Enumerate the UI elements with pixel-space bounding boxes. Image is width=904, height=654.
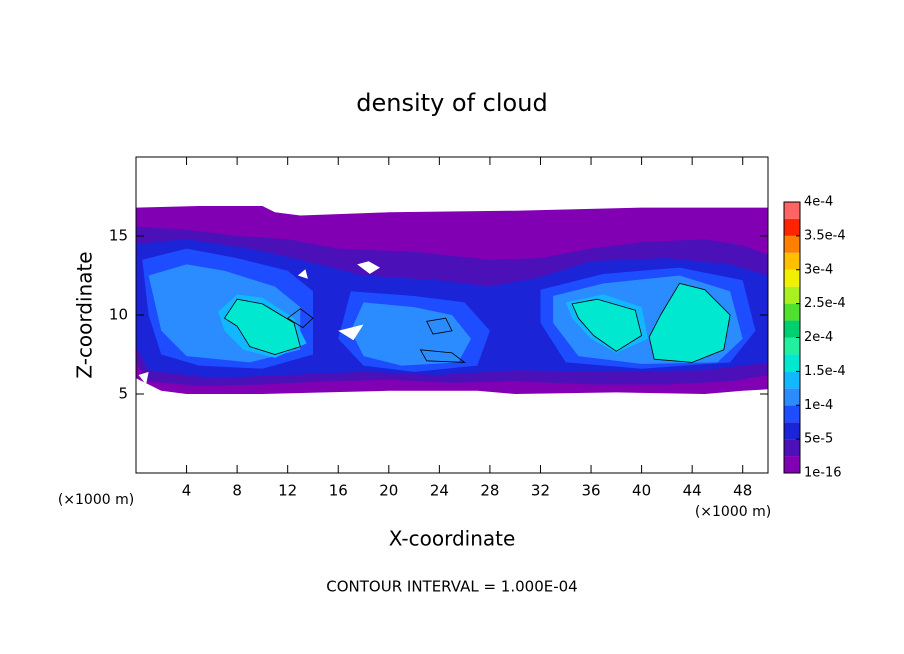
- contour-interval-note: CONTOUR INTERVAL = 1.000E-04: [326, 578, 577, 596]
- colorbar-band: [784, 456, 800, 473]
- contour-region: [648, 283, 731, 363]
- colorbar-band: [784, 388, 800, 406]
- y-tick-label: 10: [109, 306, 128, 324]
- colorbar-band: [784, 371, 800, 389]
- clear-region: [297, 269, 308, 279]
- x-tick-label: 48: [733, 482, 752, 500]
- colorbar-band: [784, 354, 800, 372]
- x-tick-label: 4: [182, 482, 192, 500]
- x-tick-label: 32: [531, 482, 550, 500]
- x-tick-label: 20: [379, 482, 398, 500]
- x-tick-label: 12: [278, 482, 297, 500]
- colorbar-tick-label: 1.5e-4: [804, 364, 846, 379]
- x-axis-label: X-coordinate: [389, 527, 516, 551]
- colorbar-band: [784, 202, 800, 219]
- contour-line: [286, 308, 314, 329]
- contour-region: [224, 298, 301, 355]
- chart-title: density of cloud: [356, 89, 547, 117]
- contour-region: [350, 302, 471, 366]
- y-unit-label: (×1000 m): [58, 492, 134, 508]
- contour-line: [419, 349, 466, 363]
- clear-region: [357, 261, 380, 274]
- x-unit-label: (×1000 m): [695, 504, 771, 520]
- clear-region: [138, 371, 149, 385]
- colorbar-band: [784, 235, 800, 253]
- colorbar-band: [784, 252, 800, 270]
- x-tick-label: 40: [632, 482, 651, 500]
- contour-region: [571, 298, 642, 352]
- colorbar-band: [784, 269, 800, 287]
- colorbar-band: [784, 320, 800, 338]
- x-tick-label: 36: [581, 482, 600, 500]
- x-tick-label: 8: [232, 482, 242, 500]
- contour-field: [136, 206, 768, 394]
- colorbar-tick-label: 1e-16: [804, 466, 842, 481]
- clear-region: [338, 324, 364, 341]
- colorbar-band: [784, 405, 800, 423]
- y-tick-label: 5: [118, 385, 128, 403]
- colorbar-band: [784, 422, 800, 440]
- colorbar-tick-label: 3.5e-4: [804, 228, 846, 243]
- colorbar-band: [784, 337, 800, 355]
- colorbar-tick-label: 4e-4: [804, 195, 833, 210]
- colorbar-band: [784, 439, 800, 457]
- y-tick-label: 15: [109, 227, 128, 245]
- colorbar-tick-label: 5e-5: [804, 432, 833, 447]
- colorbar-band: [784, 303, 800, 321]
- colorbar-tick-label: 1e-4: [804, 398, 833, 413]
- y-axis-label: Z-coordinate: [73, 251, 97, 378]
- colorbar-tick-label: 3e-4: [804, 262, 833, 277]
- x-tick-label: 44: [683, 482, 702, 500]
- x-tick-label: 28: [480, 482, 499, 500]
- x-tick-label: 24: [430, 482, 449, 500]
- x-tick-label: 16: [329, 482, 348, 500]
- colorbar-tick-label: 2e-4: [804, 330, 833, 345]
- colorbar-tick-label: 2.5e-4: [804, 296, 846, 311]
- colorbar-band: [784, 286, 800, 304]
- colorbar-band: [784, 218, 800, 236]
- contour-line: [426, 317, 453, 335]
